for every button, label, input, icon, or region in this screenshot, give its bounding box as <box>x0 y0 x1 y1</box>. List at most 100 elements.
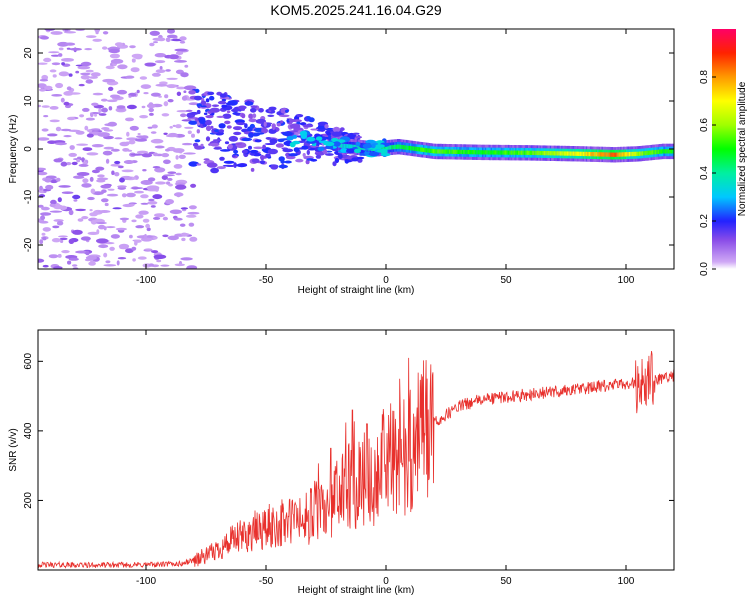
heatmap-cell <box>151 72 161 77</box>
heatmap-cell <box>637 151 640 156</box>
heatmap-cell <box>52 225 60 229</box>
heatmap-cell <box>103 146 115 150</box>
heatmap-cell <box>649 150 651 155</box>
heatmap-cell <box>352 132 360 135</box>
heatmap-cell <box>140 194 149 199</box>
heatmap-cell <box>153 254 167 260</box>
heatmap-cell <box>564 151 566 156</box>
heatmap-cell <box>174 263 185 267</box>
heatmap-cell <box>218 123 226 129</box>
heatmap-cell <box>136 150 149 154</box>
heatmap-cell <box>235 142 243 145</box>
heatmap-cell <box>89 76 98 79</box>
heatmap-cell <box>52 74 57 78</box>
x-tick-label: 0 <box>383 576 389 587</box>
heatmap-cell <box>444 149 447 154</box>
heatmap-cell <box>204 119 212 126</box>
heatmap-cell <box>387 145 389 150</box>
heatmap-cell <box>216 115 225 118</box>
heatmap-cell <box>102 46 108 50</box>
heatmap-cell <box>536 150 539 156</box>
heatmap-cell <box>567 151 569 156</box>
heatmap-cell <box>282 131 293 137</box>
heatmap-cell <box>469 149 471 155</box>
heatmap-cell <box>85 69 94 73</box>
colorbar-tick-label: 0.4 <box>699 166 710 180</box>
heatmap-cell <box>324 124 329 129</box>
heatmap-cell <box>80 72 91 76</box>
heatmap-cell <box>97 174 105 178</box>
heatmap-cell <box>61 58 74 62</box>
heatmap-cell <box>203 158 210 161</box>
heatmap-cell <box>166 77 178 80</box>
heatmap-cell <box>651 150 654 155</box>
heatmap-cell <box>384 145 386 151</box>
heatmap-cell <box>325 145 334 150</box>
heatmap-cell <box>397 144 399 149</box>
heatmap-cell <box>116 105 126 109</box>
heatmap-cell <box>454 149 457 154</box>
heatmap-cell <box>269 138 278 144</box>
snr-ylabel: SNR (v/v) <box>8 428 19 471</box>
heatmap-cell <box>588 151 591 157</box>
heatmap-cell <box>80 236 91 241</box>
heatmap-cell <box>40 212 52 216</box>
heatmap-cell <box>650 150 653 155</box>
heatmap-cell <box>102 150 113 156</box>
snr-panel: -100 -50 0 50 100 200 400 600 Height of straigh… <box>8 329 675 596</box>
heatmap-cell <box>479 150 481 155</box>
heatmap-cell <box>525 150 527 155</box>
heatmap-cell <box>538 150 540 156</box>
heatmap-cell <box>385 145 388 150</box>
heatmap-cell <box>114 172 120 177</box>
heatmap-cell <box>109 246 115 251</box>
heatmap-cell <box>129 234 133 239</box>
heatmap-cell <box>175 124 182 129</box>
heatmap-cell <box>105 260 111 264</box>
heatmap-cell <box>101 198 109 203</box>
heatmap-cell <box>467 149 470 155</box>
heatmap-cell <box>354 136 363 139</box>
heatmap-cell <box>153 237 158 240</box>
heatmap-cell <box>653 150 656 155</box>
heatmap-cell <box>543 151 546 156</box>
heatmap-cell <box>111 148 120 152</box>
heatmap-cell <box>149 42 155 47</box>
heatmap-cell <box>51 62 61 66</box>
heatmap-cell <box>133 239 142 243</box>
heatmap-cell <box>595 152 598 157</box>
heatmap-cell <box>628 152 631 157</box>
heatmap-cell <box>206 162 218 168</box>
heatmap-cell <box>427 148 429 153</box>
heatmap-cell <box>91 144 104 148</box>
heatmap-cell <box>148 107 154 113</box>
heatmap-cell <box>181 142 193 146</box>
snr-line <box>38 350 674 569</box>
heatmap-cell <box>150 205 156 208</box>
heatmap-cell <box>144 233 147 240</box>
heatmap-cell <box>489 150 491 155</box>
heatmap-cell <box>69 145 75 150</box>
heatmap-cell <box>60 161 68 167</box>
heatmap-cell <box>95 31 99 35</box>
heatmap-cell <box>125 117 134 122</box>
heatmap-cell <box>104 202 109 207</box>
heatmap-cell <box>205 136 211 142</box>
heatmap-cell <box>435 149 438 154</box>
heatmap-cell <box>627 152 630 157</box>
heatmap-cell <box>149 30 160 36</box>
heatmap-cell <box>154 60 166 64</box>
heatmap-cell <box>551 151 553 156</box>
heatmap-cell <box>267 148 278 155</box>
heatmap-cell <box>634 151 637 157</box>
heatmap-cell <box>412 146 415 151</box>
heatmap-cell <box>143 92 149 95</box>
heatmap-cell <box>614 152 617 157</box>
heatmap-cell <box>130 187 144 190</box>
heatmap-cell <box>91 128 101 131</box>
heatmap-cell <box>168 54 179 60</box>
heatmap-cell <box>669 149 671 154</box>
heatmap-cell <box>226 125 232 129</box>
heatmap-cell <box>643 151 645 156</box>
heatmap-cell <box>175 51 184 55</box>
